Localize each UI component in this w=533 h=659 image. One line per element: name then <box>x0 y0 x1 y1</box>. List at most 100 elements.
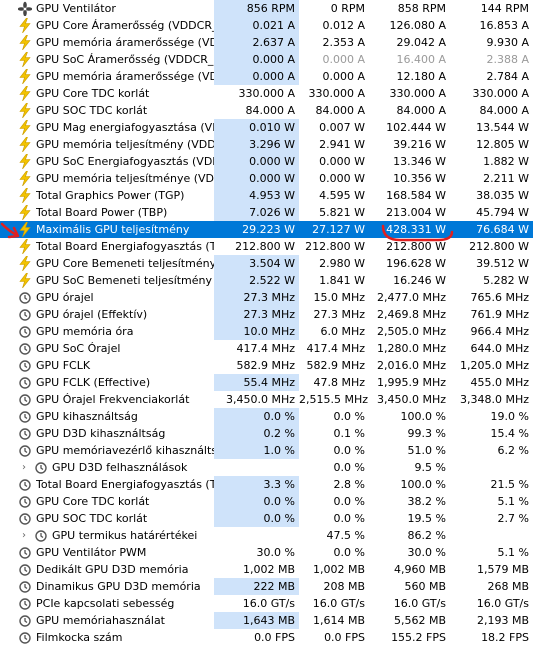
sensor-row-gpu-fclk-effective[interactable]: GPU FCLK (Effective) 55.4 MHz 47.8 MHz 1,99… <box>0 374 533 391</box>
average-value: 9.930 A <box>486 36 529 49</box>
sensor-row-dedikalt-gpu-d3d-memoria[interactable]: Dedikált GPU D3D memória 1,002 MB 1,002 MB… <box>0 561 533 578</box>
current-value: 0.2 % <box>214 425 299 442</box>
sensor-row-gpu-termikus-hatarertekei[interactable]: › GPU termikus határértékei 47.5 % 86.2 % <box>0 527 533 544</box>
sensor-row-gpu-ventilator-pwm[interactable]: GPU Ventilátor PWM 30.0 % 0.0 % 30.0 % 5.1 % <box>0 544 533 561</box>
sensor-row-gpu-soc-tdc-korlat[interactable]: GPU SOC TDC korlát 84.000 A 84.000 A 84.000… <box>0 102 533 119</box>
average-value: 966.4 MHz <box>470 325 529 338</box>
sensor-row-gpu-d3d-felhasznalasok[interactable]: › GPU D3D felhasználások 0.0 % 9.5 % <box>0 459 533 476</box>
sensor-name: Maximális GPU teljesítmény <box>36 223 190 236</box>
sensor-row-gpu-memoria-teljesitmeny-vddio[interactable]: GPU memória teljesítmény (VDDIO) 3.296 W 2… <box>0 136 533 153</box>
sensor-row-gpu-d3d-kihasznaltsag[interactable]: GPU D3D kihasználtság 0.2 % 0.1 % 99.3 % 15.… <box>0 425 533 442</box>
sensor-row-maximalis-gpu-teljesitmeny[interactable]: Maximális GPU teljesítmény 29.223 W 27.127… <box>0 221 533 238</box>
clock-icon <box>18 358 32 373</box>
average-value: 5.1 % <box>497 546 529 559</box>
sensor-row-gpu-core-tdc-korlat[interactable]: GPU Core TDC korlát 330.000 A 330.000 A 330… <box>0 85 533 102</box>
min-value: 1.841 W <box>319 274 365 287</box>
max-value: 10.356 W <box>393 172 446 185</box>
clock-icon <box>34 528 48 543</box>
sensor-row-dinamikus-gpu-d3d-memoria[interactable]: Dinamikus GPU D3D memória 222 MB 208 MB 560… <box>0 578 533 595</box>
sensor-row-total-board-energiafogyasztas-tbp[interactable]: Total Board Energiafogyasztás (TBP) 212.8… <box>0 238 533 255</box>
max-value: 428.331 W <box>386 223 446 236</box>
sensor-row-gpu-core-tdc-korlat[interactable]: GPU Core TDC korlát 0.0 % 0.0 % 38.2 % 5.1 % <box>0 493 533 510</box>
min-value: 2.353 A <box>322 36 365 49</box>
sensor-row-gpu-memoriahasznalat[interactable]: GPU memóriahasználat 1,643 MB 1,614 MB 5,56… <box>0 612 533 629</box>
sensor-row-gpu-soc-bemeneti-teljesitmeny[interactable]: GPU SoC Bemeneti teljesítmény ... 2.522 W… <box>0 272 533 289</box>
current-value: 3.3 % <box>214 476 299 493</box>
min-value: 0.0 % <box>333 546 365 559</box>
sensor-row-pcie-kapcsolati-sebesseg[interactable]: PCIe kapcsolati sebesség 16.0 GT/s 16.0 GT… <box>0 595 533 612</box>
sensor-row-gpu-orajel[interactable]: GPU órajel 27.3 MHz 15.0 MHz 2,477.0 MHz 765… <box>0 289 533 306</box>
average-value: 12.805 W <box>476 138 529 151</box>
sensor-name: Filmkocka szám <box>36 631 123 644</box>
min-value: 212.800 W <box>305 240 365 253</box>
sensor-row-gpu-mag-energiafogyasztasa-vdd[interactable]: GPU Mag energiafogyasztása (VDD...0.010 … <box>0 119 533 136</box>
sensor-row-gpu-soc-tdc-korlat[interactable]: GPU SOC TDC korlát 0.0 % 0.0 % 19.5 % 2.7 % <box>0 510 533 527</box>
current-value: 0.010 W <box>214 119 299 136</box>
min-value: 0.000 A <box>322 53 365 66</box>
max-value: 84.000 A <box>396 104 446 117</box>
average-value: 212.800 W <box>469 240 529 253</box>
sensor-name: Dedikált GPU D3D memória <box>36 563 189 576</box>
current-value: 7.026 W <box>214 204 299 221</box>
sensor-row-gpu-ventilator[interactable]: GPU Ventilátor 856 RPM 0 RPM 858 RPM 144 RPM <box>0 0 533 17</box>
clock-icon <box>18 307 32 322</box>
lightning-bolt-icon <box>18 273 32 288</box>
sensor-row-gpu-core-aramerosseg-vddcr[interactable]: GPU Core Áramerősség (VDDCR_... 0.021 A 0.… <box>0 17 533 34</box>
sensor-row-gpu-soc-energiafogyasztas-vdd[interactable]: GPU SoC Energiafogyasztás (VDD... 0.000 W… <box>0 153 533 170</box>
sensor-name: GPU memóriahasználat <box>36 614 165 627</box>
min-value: 47.5 % <box>326 529 365 542</box>
sensor-name: GPU D3D felhasználások <box>52 461 188 474</box>
clock-icon <box>18 443 32 458</box>
sensor-row-filmkocka-szam[interactable]: Filmkocka szám 0.0 FPS 0.0 FPS 155.2 FPS 18.… <box>0 629 533 646</box>
sensor-name: GPU SOC TDC korlát <box>36 512 148 525</box>
sensor-row-gpu-memoria-ora[interactable]: GPU memória óra 10.0 MHz 6.0 MHz 2,505.0 MH… <box>0 323 533 340</box>
chevron-right-icon[interactable]: › <box>22 530 26 541</box>
sensor-row-gpu-kihasznaltsag[interactable]: GPU kihasználtság 0.0 % 0.0 % 100.0 % 19.0 % <box>0 408 533 425</box>
max-value: 16.0 GT/s <box>393 597 446 610</box>
current-value <box>214 459 299 476</box>
sensor-row-gpu-soc-orajel[interactable]: GPU SoC Órajel 417.4 MHz 417.4 MHz 1,280.0 … <box>0 340 533 357</box>
sensor-row-total-board-energiafogyasztas-t[interactable]: Total Board Energiafogyasztás (T... 3.3 %… <box>0 476 533 493</box>
lightning-bolt-icon <box>18 239 32 254</box>
sensor-row-gpu-orajel-effektiv[interactable]: GPU órajel (Effektív) 27.3 MHz 27.3 MHz 2,4… <box>0 306 533 323</box>
clock-icon <box>18 494 32 509</box>
average-value: 2.7 % <box>497 512 529 525</box>
sensor-name: GPU memóriavezérlő kihasználtsága <box>36 444 214 457</box>
current-value: 582.9 MHz <box>236 359 295 372</box>
sensor-row-gpu-memoria-teljesitmenye-vdd[interactable]: GPU memória teljesítménye (VDD... 0.000 W… <box>0 170 533 187</box>
min-value: 2.941 W <box>319 138 365 151</box>
max-value: 168.584 W <box>386 189 446 202</box>
max-value: 330.000 A <box>389 87 446 100</box>
average-value: 38.035 W <box>476 189 529 202</box>
current-value: 0.021 A <box>214 17 299 34</box>
sensor-row-gpu-soc-aramerosseg-vddcr-s[interactable]: GPU SoC Áramerősség (VDDCR_S... 0.000 A 0.… <box>0 51 533 68</box>
sensor-row-gpu-memoria-aramerossege-vdd[interactable]: GPU memória áramerőssége (VDD...0.000 A0… <box>0 68 533 85</box>
sensor-name: GPU FCLK (Effective) <box>36 376 151 389</box>
min-value: 0.000 W <box>319 155 365 168</box>
sensor-row-total-board-power-tbp[interactable]: Total Board Power (TBP) 7.026 W 5.821 W 213… <box>0 204 533 221</box>
sensor-row-gpu-memoria-aramerossege-vdd[interactable]: GPU memória áramerőssége (VDD...2.637 A 2… <box>0 34 533 51</box>
sensor-row-gpu-core-bemeneti-teljesitmeny[interactable]: GPU Core Bemeneti teljesítmény ... 3.504 … <box>0 255 533 272</box>
sensor-row-gpu-orajel-frekvenciakorlat[interactable]: GPU Órajel Frekvenciakorlát 3,450.0 MHz 2,… <box>0 391 533 408</box>
lightning-bolt-icon <box>18 18 32 33</box>
sensor-name: GPU memória óra <box>36 325 134 338</box>
sensor-row-total-graphics-power-tgp[interactable]: Total Graphics Power (TGP) 4.953 W 4.595 W… <box>0 187 533 204</box>
min-value: 27.127 W <box>312 223 365 236</box>
average-value: 765.6 MHz <box>470 291 529 304</box>
current-value: 0.0 FPS <box>254 631 295 644</box>
current-value: 55.4 MHz <box>214 374 299 391</box>
current-value: 0.000 W <box>214 153 299 170</box>
current-value: 417.4 MHz <box>236 342 295 355</box>
sensor-name: GPU Mag energiafogyasztása (VDD... <box>36 121 214 134</box>
sensor-row-gpu-memoriavezerlo-kihasznaltsaga[interactable]: GPU memóriavezérlő kihasználtsága1.0 % 0.… <box>0 442 533 459</box>
current-value: 0.000 A <box>214 68 299 85</box>
sensor-name: GPU memória áramerőssége (VDD... <box>36 70 214 83</box>
sensor-row-gpu-fclk[interactable]: GPU FCLK 582.9 MHz 582.9 MHz 2,016.0 MHz 1,2… <box>0 357 533 374</box>
sensor-name: GPU memória áramerőssége (VDD... <box>36 36 214 49</box>
current-value: 212.800 W <box>235 240 295 253</box>
sensor-name: Total Board Energiafogyasztás (TBP) <box>36 240 214 253</box>
chevron-right-icon[interactable]: › <box>22 462 26 473</box>
average-value: 455.0 MHz <box>470 376 529 389</box>
fan-icon <box>18 1 32 16</box>
current-value: 0.0 % <box>214 408 299 425</box>
